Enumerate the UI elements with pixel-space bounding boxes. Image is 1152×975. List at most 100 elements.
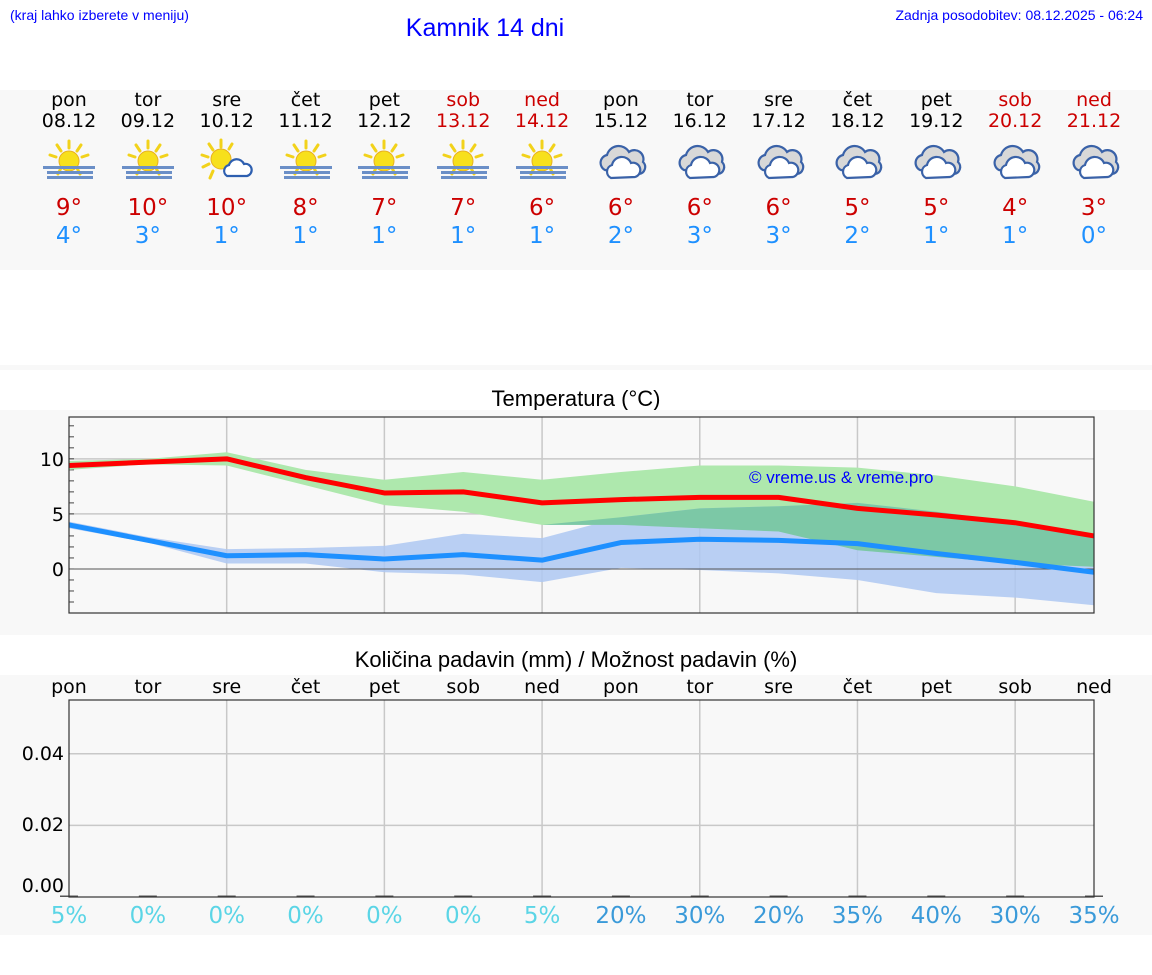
min-temp: 2° [607,223,634,249]
ytick-10: 10 [39,449,64,471]
day-date: 14.12 [514,110,570,132]
day-date: 18.12 [830,110,885,132]
copyright-watermark: © vreme.us & vreme.pro [749,468,934,487]
day-date: 20.12 [987,110,1043,132]
precipitation-plot [60,699,1103,898]
forecast-day: pon 15.12 6° 2° [581,90,661,250]
precip-day-label: ned [524,676,560,698]
ytick-0-04: 0.04 [21,743,64,765]
precip-probability: 0% [444,903,482,929]
precip-bar [454,895,473,897]
min-temp: 1° [371,223,398,249]
cloudy-icon [739,136,819,184]
daily-forecast-panel: pon 08.12 9° 4° tor 09.12 [0,90,1152,270]
min-temp: 3° [765,223,792,249]
day-date: 19.12 [909,110,964,132]
temperature-chart: 10 5 0 © vreme.us & vreme.pro [0,410,1152,635]
precip-day-label: sre [212,676,242,698]
precip-bar [533,895,552,897]
min-temp: 1° [450,223,477,249]
max-temp: 6° [765,195,792,221]
precip-day-label: pet [368,676,400,698]
max-temp-line [68,456,1095,539]
min-temp: 3° [686,223,713,249]
precip-bar [769,895,788,897]
ytick-0-00: 0.00 [21,875,64,897]
day-name: sob [446,89,481,111]
min-temp: 1° [528,223,556,249]
day-date: 13.12 [436,110,491,132]
precip-bar [611,895,630,897]
day-date: 09.12 [120,110,176,132]
ytick-5: 5 [51,504,64,526]
forecast-day: sre 10.12 10° 1° [187,90,267,250]
forecast-day: ned 21.12 3° 0° [1054,90,1134,250]
forecast-day: sob 13.12 7° 1° [423,90,503,250]
max-temp: 3° [1080,195,1108,221]
precip-day-label: sre [764,676,794,698]
day-name: tor [134,89,162,111]
precip-bar [848,895,867,897]
min-temp: 2° [844,223,871,249]
day-date: 08.12 [41,110,97,132]
sun-cloud-icon [187,136,267,184]
max-temp: 4° [1002,195,1029,221]
precipitation-chart: 0.04 0.02 0.00 [0,675,1152,935]
max-temp: 7° [450,195,477,221]
max-temp: 5° [844,195,871,221]
day-date: 21.12 [1066,110,1122,132]
min-temp: 3° [134,223,161,249]
max-temp: 9° [55,195,83,221]
cloudy-icon [896,136,976,184]
max-temp: 6° [528,195,556,221]
min-temp: 1° [923,223,950,249]
forecast-day: pon 08.12 9° 4° [29,90,109,250]
day-name: sob [998,89,1032,111]
forecast-day: čet 18.12 5° 2° [817,90,897,250]
sun-fog-icon [266,136,346,184]
max-temp: 8° [292,195,319,221]
precip-probability: 30% [674,903,726,929]
precip-day-label: pon [603,676,639,698]
max-temp: 5° [923,195,950,221]
precip-probability: 40% [910,903,962,929]
precip-probability: 5% [523,903,561,929]
last-updated: Zadnja posodobitev: 08.12.2025 - 06:24 [895,7,1143,23]
precip-probability: 35% [1068,903,1120,929]
sun-fog-icon [344,136,424,184]
cloudy-icon [581,136,661,184]
ytick-0: 0 [51,559,64,581]
max-temp: 10° [127,195,169,221]
temperature-chart-title: Temperatura (°C) [491,386,661,411]
precip-bar [690,895,709,897]
precip-day-label: tor [134,676,162,698]
forecast-day: ned 14.12 6° 1° [502,90,582,250]
cloudy-icon [1054,136,1134,184]
min-temp: 1° [213,223,240,249]
cloudy-icon [817,136,897,184]
day-name: pet [920,89,952,111]
precip-bar [927,895,946,897]
precip-day-label: pet [920,676,952,698]
min-temp-line [68,522,1095,575]
day-name: ned [524,89,560,111]
divider [0,365,1152,370]
day-name: sre [764,89,794,111]
day-date: 17.12 [751,110,806,132]
location-menu-hint[interactable]: (kraj lahko izberete v meniju) [10,7,189,23]
precip-bar [1006,895,1025,897]
day-name: sre [212,89,242,111]
day-name: pet [368,89,400,111]
day-name: čet [290,89,321,111]
precip-day-label: tor [686,676,714,698]
precip-day-label: sob [446,676,481,698]
precip-probability: 0% [287,903,324,929]
precip-bar [296,895,315,897]
precip-day-label: pon [51,676,87,698]
precip-probability: 0% [366,903,403,929]
day-date: 11.12 [278,110,333,132]
max-temp: 7° [371,195,398,221]
sun-fog-icon [108,136,188,184]
precip-probability: 0% [129,903,167,929]
day-date: 16.12 [672,110,727,132]
